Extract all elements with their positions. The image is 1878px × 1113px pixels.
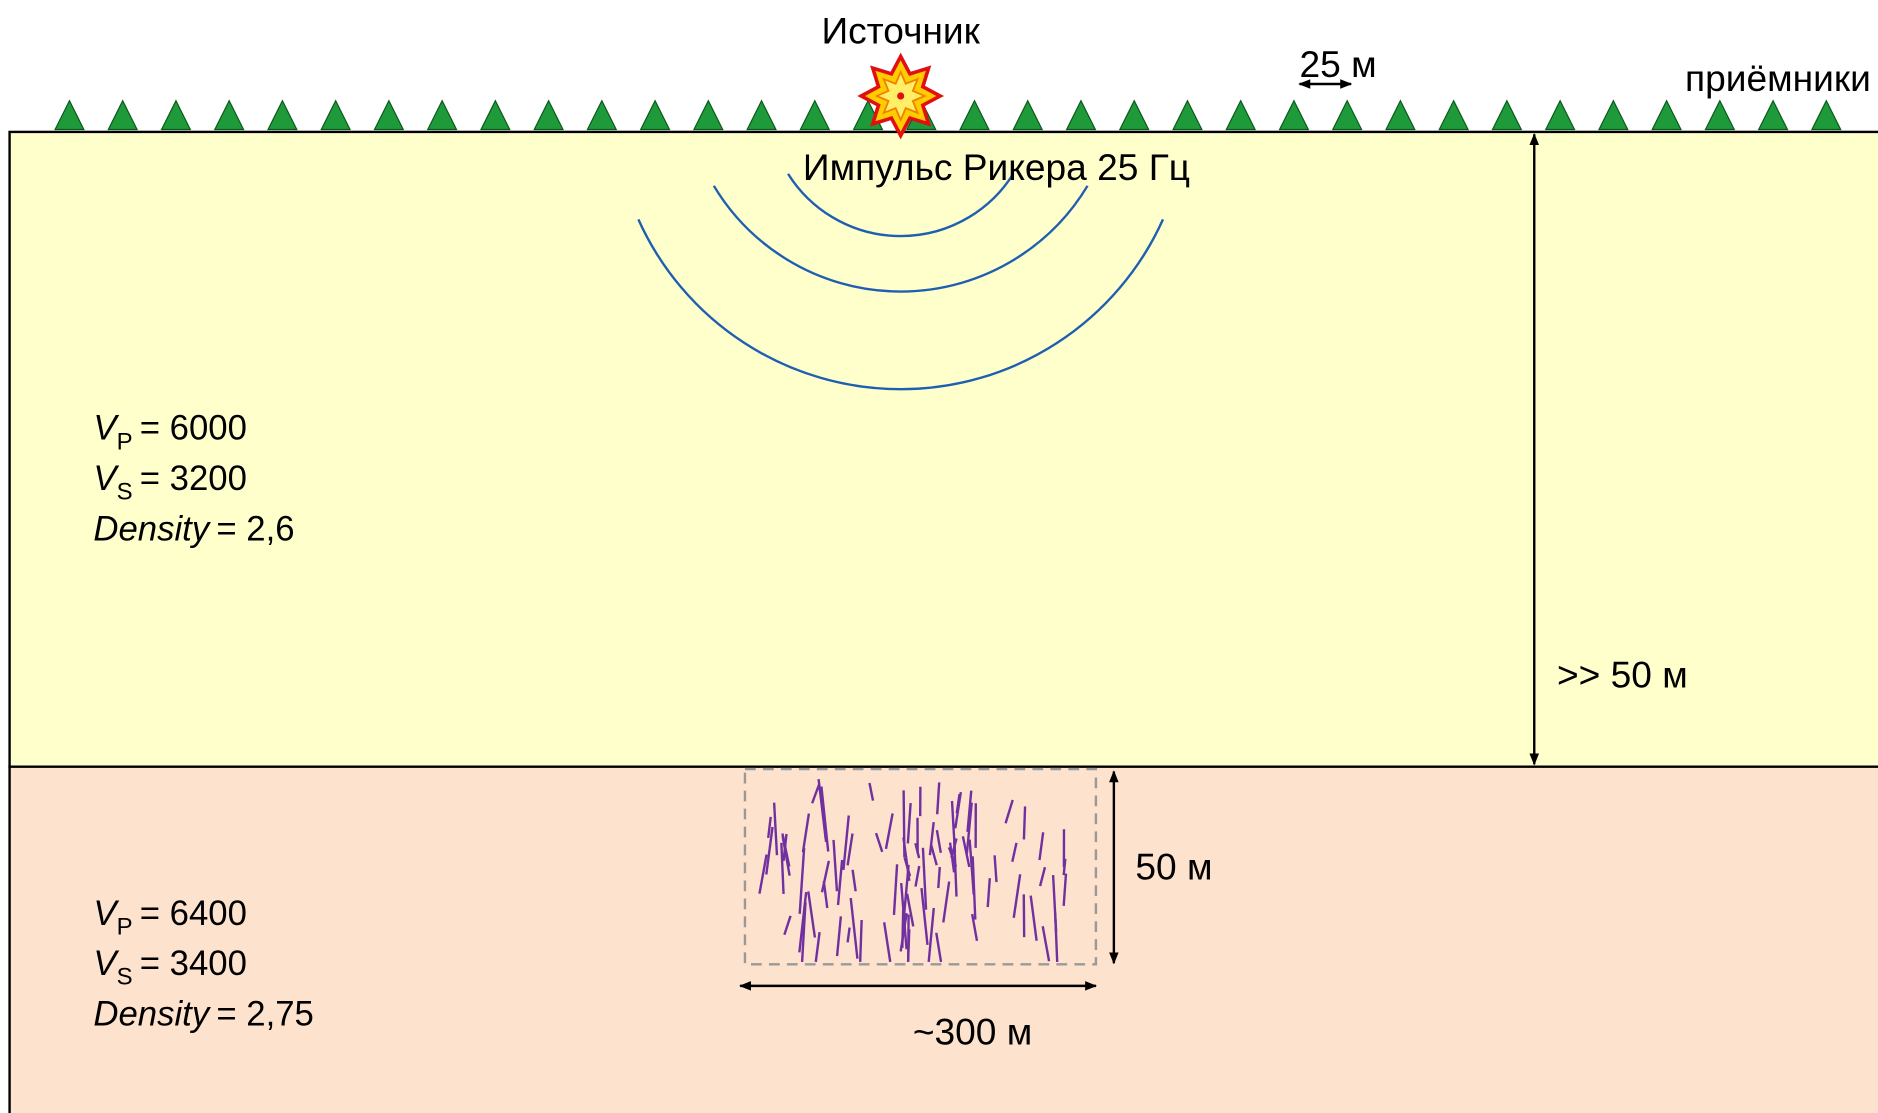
receiver: [481, 101, 510, 130]
property: Density= 2,6: [93, 510, 294, 548]
receiver: [960, 101, 989, 130]
symbol: V: [93, 895, 119, 933]
receiver: [428, 101, 457, 130]
source-star: [861, 56, 940, 135]
receivers: [55, 101, 1841, 130]
symbol: Density: [93, 995, 211, 1033]
lower-layer: [10, 767, 1878, 1113]
pulse-label: Импульс Рикера 25 Гц: [803, 146, 1190, 188]
receiver: [1013, 101, 1042, 130]
receiver: [747, 101, 776, 130]
subscript: S: [117, 479, 133, 506]
receiver: [1599, 101, 1628, 130]
receiver: [1439, 101, 1468, 130]
receiver: [215, 101, 244, 130]
value: = 3200: [140, 460, 247, 498]
value: = 6000: [140, 410, 247, 448]
receiver: [1812, 101, 1841, 130]
thickness-label: >> 50 м: [1557, 654, 1688, 696]
receiver: [1759, 101, 1788, 130]
receiver: [321, 101, 350, 130]
fracture: [938, 867, 940, 888]
receiver: [1386, 101, 1415, 130]
value: = 3400: [140, 945, 247, 983]
spacing-label: 25 м: [1300, 43, 1377, 85]
receiver: [1120, 101, 1149, 130]
height-label: 50 м: [1135, 845, 1212, 887]
value: = 2,6: [216, 510, 294, 548]
receiver: [1333, 101, 1362, 130]
receiver: [1493, 101, 1522, 130]
diagram: Источник Импульс Рикера 25 Гц 25 м приём…: [0, 0, 1878, 1113]
receiver: [694, 101, 723, 130]
symbol: Density: [93, 510, 211, 548]
fracture: [908, 929, 909, 962]
fracture: [860, 920, 861, 962]
receiver: [641, 101, 670, 130]
fracture: [904, 790, 905, 857]
receiver: [1705, 101, 1734, 130]
symbol: V: [93, 460, 119, 498]
receiver: [800, 101, 829, 130]
fracture: [1024, 806, 1025, 839]
fracture: [1064, 859, 1066, 875]
symbol: V: [93, 410, 119, 448]
receiver: [1280, 101, 1309, 130]
receiver: [1226, 101, 1255, 130]
receiver: [1067, 101, 1096, 130]
property: Density= 2,75: [93, 995, 313, 1033]
value: = 2,75: [216, 995, 314, 1033]
receiver: [1546, 101, 1575, 130]
subscript: P: [117, 428, 133, 455]
value: = 6400: [140, 895, 247, 933]
receiver: [1652, 101, 1681, 130]
receiver: [587, 101, 616, 130]
receivers-label: приёмники: [1685, 57, 1871, 99]
receiver: [162, 101, 191, 130]
receiver: [108, 101, 137, 130]
receiver: [1173, 101, 1202, 130]
source-label: Источник: [821, 9, 980, 51]
symbol: V: [93, 945, 119, 983]
receiver: [55, 101, 84, 130]
subscript: S: [117, 964, 133, 991]
receiver: [534, 101, 563, 130]
subscript: P: [117, 913, 133, 940]
receiver: [268, 101, 297, 130]
receiver: [375, 101, 404, 130]
width-label: ~300 м: [913, 1011, 1032, 1053]
